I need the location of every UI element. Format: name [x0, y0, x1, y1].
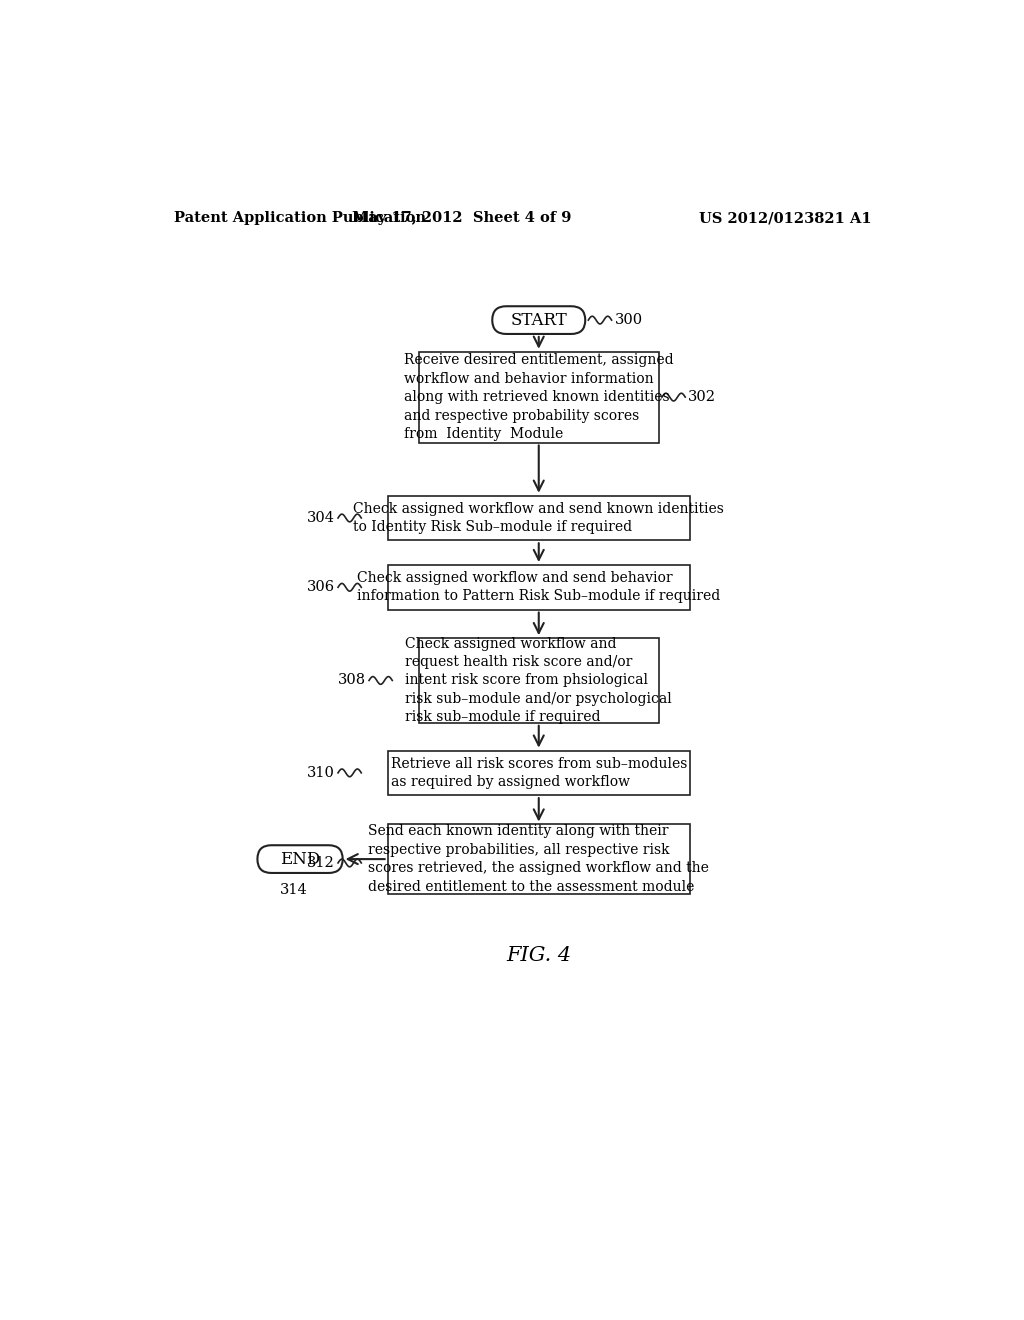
- Text: START: START: [510, 312, 567, 329]
- Bar: [388, 751, 690, 795]
- Text: 302: 302: [688, 391, 717, 404]
- Text: 312: 312: [307, 855, 335, 870]
- Text: 314: 314: [280, 883, 308, 896]
- Text: Send each known identity along with their
respective probabilities, all respecti: Send each known identity along with thei…: [369, 825, 710, 894]
- FancyBboxPatch shape: [257, 845, 343, 873]
- Text: US 2012/0123821 A1: US 2012/0123821 A1: [699, 211, 872, 226]
- Text: 308: 308: [338, 673, 366, 688]
- Text: Check assigned workflow and send known identities
to Identity Risk Sub–module if: Check assigned workflow and send known i…: [353, 502, 724, 535]
- Bar: [388, 825, 690, 894]
- Bar: [419, 351, 658, 442]
- FancyBboxPatch shape: [493, 306, 586, 334]
- Text: Receive desired entitlement, assigned
workflow and behavior information
along wi: Receive desired entitlement, assigned wo…: [403, 354, 674, 441]
- Text: 304: 304: [307, 511, 335, 525]
- Bar: [388, 496, 690, 540]
- Text: 306: 306: [307, 581, 335, 594]
- Text: May 17, 2012  Sheet 4 of 9: May 17, 2012 Sheet 4 of 9: [351, 211, 571, 226]
- Text: Retrieve all risk scores from sub–modules
as required by assigned workflow: Retrieve all risk scores from sub–module…: [390, 756, 687, 789]
- Text: Patent Application Publication: Patent Application Publication: [174, 211, 427, 226]
- Text: FIG. 4: FIG. 4: [506, 946, 571, 965]
- Text: 310: 310: [307, 766, 335, 780]
- Text: 300: 300: [614, 313, 643, 327]
- Bar: [388, 565, 690, 610]
- Text: Check assigned workflow and send behavior
information to Pattern Risk Sub–module: Check assigned workflow and send behavio…: [357, 572, 720, 603]
- Bar: [419, 638, 658, 723]
- Text: END: END: [280, 850, 321, 867]
- Text: Check assigned workflow and
request health risk score and/or
intent risk score f: Check assigned workflow and request heal…: [406, 636, 672, 725]
